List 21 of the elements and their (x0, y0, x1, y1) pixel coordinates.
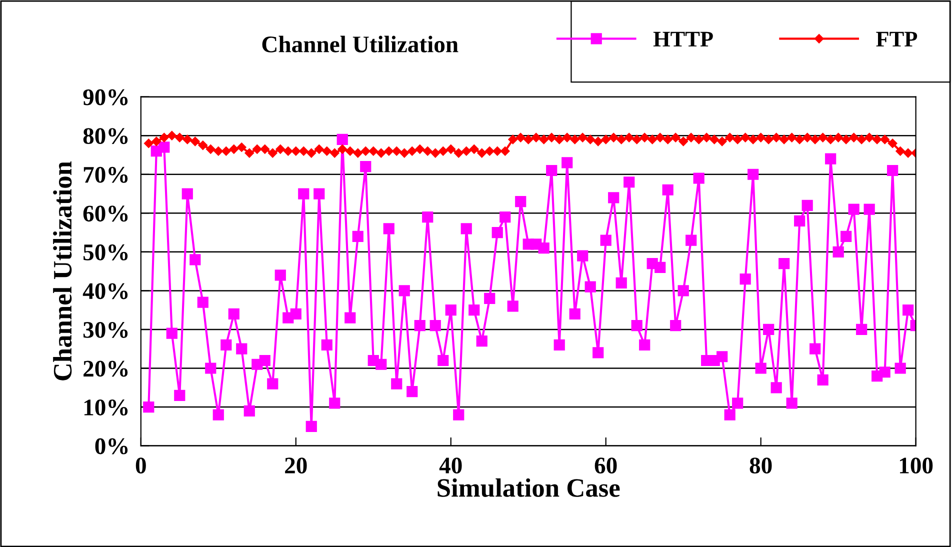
y-tick-label: 20% (84, 360, 128, 377)
legend-label: FTP (876, 32, 918, 46)
chart-title: Channel Utilization (262, 36, 458, 52)
x-axis-title: Simulation Case (438, 478, 620, 497)
x-tick-label: 60 (594, 458, 617, 474)
y-tick-label: 40% (82, 283, 128, 300)
x-tick-label: 20 (285, 458, 307, 474)
y-tick-label: 0% (95, 438, 128, 454)
y-tick-label: 10% (84, 400, 128, 416)
x-tick-label: 40 (439, 458, 462, 474)
y-tick-label: 80% (83, 128, 128, 144)
y-tick-label: 50% (84, 244, 128, 260)
x-tick-label: 80 (750, 458, 772, 474)
y-tick-label: 30% (83, 322, 128, 338)
y-tick-label: 90% (83, 89, 128, 106)
legend-label: HTTP (653, 32, 713, 46)
x-tick-label: 0 (136, 458, 146, 474)
x-tick-label: 100 (900, 458, 933, 474)
y-tick-label: 70% (84, 166, 128, 183)
y-axis-title: Channel Utilization (53, 161, 72, 380)
y-tick-label: 60% (83, 206, 128, 222)
